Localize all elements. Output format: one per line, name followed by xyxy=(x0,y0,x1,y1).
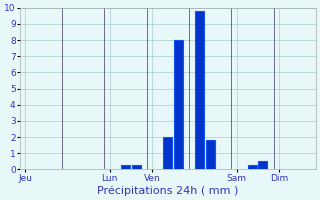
Bar xyxy=(163,137,172,169)
Bar xyxy=(248,165,257,169)
Bar xyxy=(206,140,215,169)
Bar xyxy=(132,165,140,169)
Bar xyxy=(121,165,130,169)
X-axis label: Précipitations 24h ( mm ): Précipitations 24h ( mm ) xyxy=(97,185,238,196)
Bar xyxy=(174,40,183,169)
Bar xyxy=(195,11,204,169)
Bar xyxy=(259,161,268,169)
